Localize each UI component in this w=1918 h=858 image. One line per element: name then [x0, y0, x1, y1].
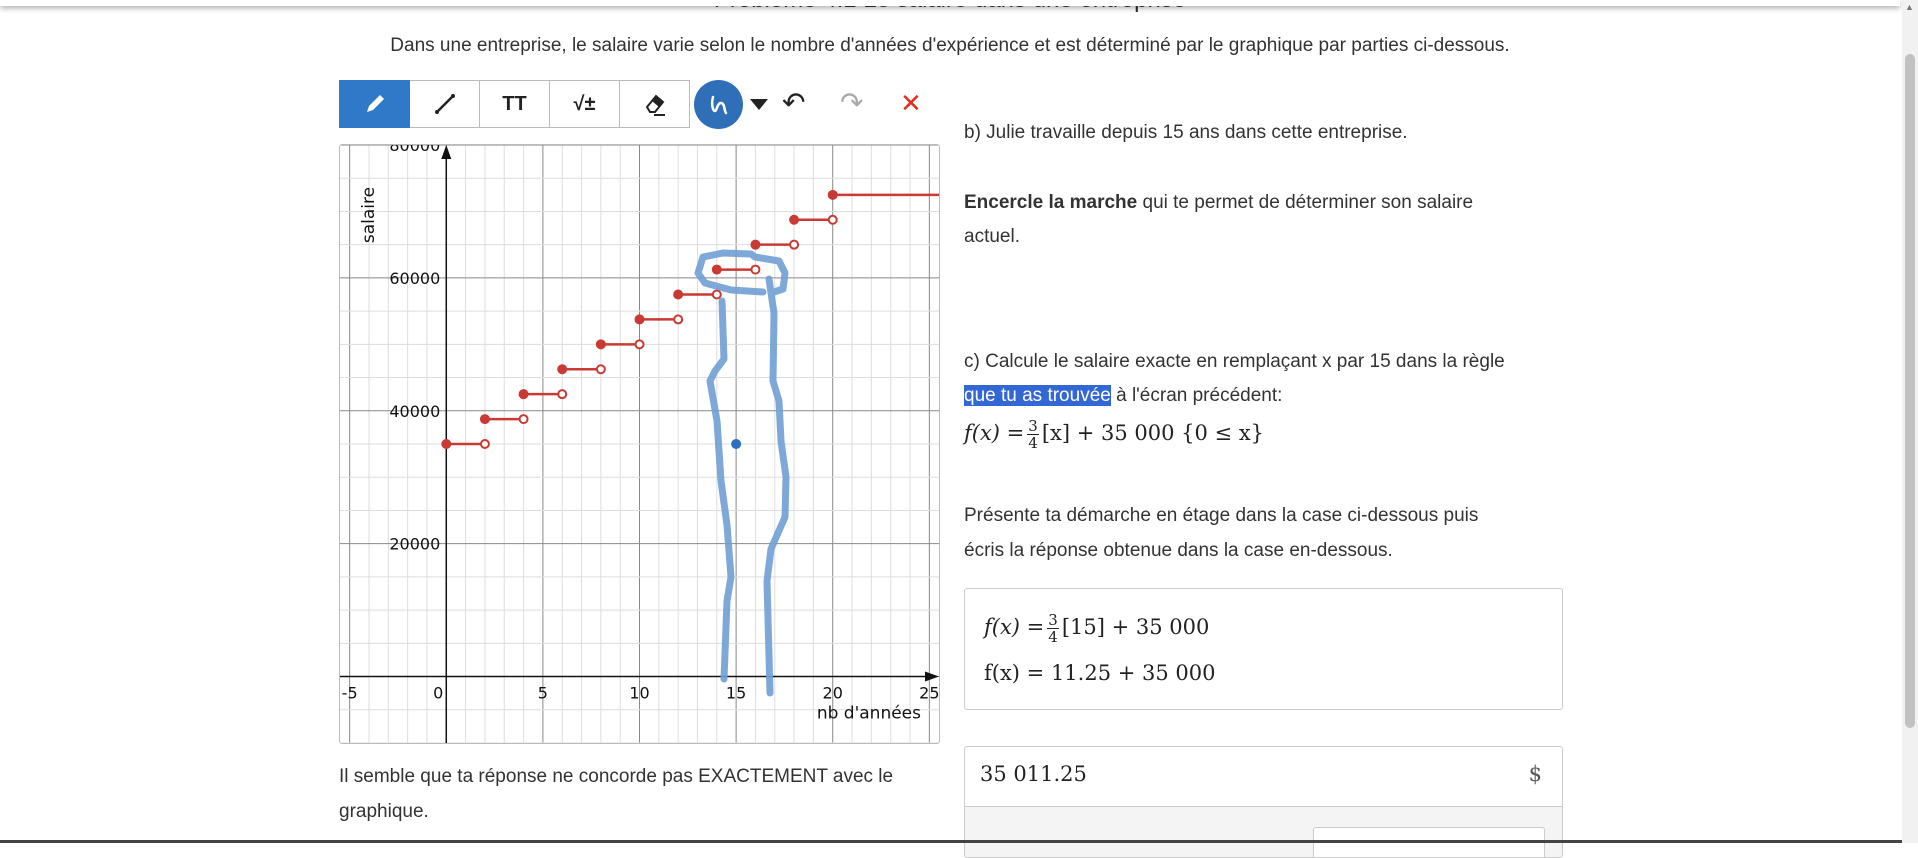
freehand-stroke	[706, 297, 735, 683]
pencil-icon	[366, 95, 384, 112]
open-endpoint	[789, 239, 800, 250]
closed-endpoint	[479, 414, 490, 425]
x-tick-label: 10	[629, 684, 649, 703]
question-b: b) Julie travaille depuis 15 ans dans ce…	[964, 122, 1408, 143]
caret-down-icon[interactable]	[750, 99, 768, 110]
redo-button[interactable]: ↷	[840, 87, 864, 118]
eraser-icon	[645, 94, 665, 116]
data-point	[731, 439, 742, 449]
pencil-tool-button[interactable]	[339, 80, 410, 128]
instruction-present-line2: écris la réponse obtenue dans la case en…	[964, 540, 1393, 561]
question-c: c) Calcule le salaire exacte en remplaça…	[964, 351, 1505, 372]
top-bar	[0, 0, 1900, 6]
instruction-encircle: Encercle la marche qui te permet de déte…	[964, 186, 1564, 220]
question-c-rest: à l'écran précédent:	[1110, 385, 1283, 406]
work-line-1-rest: [15] + 35 000	[1061, 615, 1210, 639]
feedback-line-1: Il semble que ta réponse ne concorde pas…	[339, 766, 894, 787]
rule-rest: [x] + 35 000 {0 ≤ x}	[1041, 421, 1265, 445]
y-tick-label: 80000	[389, 145, 440, 155]
work-line-1: f(x) = 3 4 [15] + 35 000	[984, 612, 1209, 645]
instruction-present: Présente ta démarche en étage dans la ca…	[964, 505, 1479, 526]
closed-endpoint	[673, 289, 684, 300]
x-tick-label: 0	[433, 684, 443, 703]
y-axis-label: salaire	[359, 187, 379, 243]
instruction-encircle-line2: actuel.	[964, 226, 1020, 247]
x-tick-label: 20	[823, 684, 843, 703]
open-endpoint	[750, 264, 761, 275]
window-bottom-edge	[0, 840, 1902, 843]
freehand-icon	[710, 95, 727, 114]
freehand-color-button[interactable]	[694, 80, 743, 129]
x-tick-label: -5	[342, 684, 358, 703]
closed-endpoint	[711, 264, 722, 275]
closed-endpoint	[557, 364, 568, 375]
drawing-toolbar: TT √±	[339, 80, 690, 128]
math-tool-button[interactable]: √±	[550, 80, 620, 128]
undo-button[interactable]: ↶	[782, 87, 806, 118]
fraction-numerator: 3	[1027, 417, 1039, 435]
fraction-denominator: 4	[1028, 434, 1038, 452]
scroll-up-arrow-icon[interactable]: ▲	[1905, 2, 1914, 12]
x-axis-arrow-icon	[925, 671, 939, 682]
work-input-box[interactable]: f(x) = 3 4 [15] + 35 000 f(x) = 11.25 + 35 …	[964, 588, 1563, 710]
eraser-tool-button[interactable]	[620, 80, 690, 128]
selected-text: que tu as trouvée	[964, 385, 1111, 406]
open-endpoint	[595, 364, 606, 375]
work-line-2: f(x) = 11.25 + 35 000	[984, 661, 1216, 685]
open-endpoint	[557, 389, 568, 400]
x-tick-label: 5	[538, 684, 548, 703]
answer-value[interactable]: 35 011.25	[980, 762, 1087, 786]
open-endpoint	[673, 314, 684, 325]
rule-lhs: f(x) =	[964, 421, 1025, 445]
line-icon	[434, 94, 455, 114]
dollar-unit: $	[1528, 762, 1542, 786]
fraction-numerator: 3	[1047, 611, 1059, 629]
open-endpoint	[518, 414, 529, 425]
instruction-rest: qui te permet de déterminer son salaire	[1137, 192, 1474, 213]
y-tick-label: 60000	[389, 269, 440, 288]
closed-endpoint	[827, 189, 838, 200]
closed-endpoint	[750, 239, 761, 250]
graph-panel[interactable]: -5 0 5 10 15 20 25 20000 40000 60000 80000 nb d'ann…	[339, 144, 940, 744]
scrollbar-thumb[interactable]	[1905, 54, 1915, 728]
y-tick-label: 40000	[389, 402, 440, 421]
rule-formula: f(x) = 3 4 [x] + 35 000 {0 ≤ x}	[964, 418, 1264, 451]
work-line-1-lhs: f(x) =	[984, 615, 1045, 639]
open-endpoint	[711, 289, 722, 300]
open-endpoint	[827, 214, 838, 225]
text-size-icon: TT	[502, 92, 527, 115]
closed-endpoint	[441, 439, 452, 449]
closed-endpoint	[789, 214, 800, 225]
open-endpoint	[479, 439, 490, 449]
x-tick-label: 25	[919, 684, 939, 703]
instruction-bold: Encercle la marche	[964, 192, 1138, 213]
math-icon: √±	[573, 92, 596, 115]
freehand-stroke	[694, 249, 790, 697]
closed-endpoint	[595, 339, 606, 350]
question-c-line2: que tu as trouvée à l'écran précédent:	[964, 379, 1564, 413]
x-tick-label: 15	[726, 684, 746, 703]
y-tick-label: 20000	[389, 535, 440, 554]
closed-endpoint	[518, 389, 529, 400]
text-tool-button[interactable]: TT	[480, 80, 550, 128]
feedback-line-2: graphique.	[339, 801, 429, 822]
y-axis-arrow-icon	[441, 145, 452, 159]
closed-endpoint	[634, 314, 645, 325]
open-endpoint	[634, 339, 645, 350]
line-tool-button[interactable]	[410, 80, 480, 128]
intro-text: Dans une entreprise, le salaire varie se…	[390, 35, 1510, 56]
fraction-denominator: 4	[1048, 628, 1058, 646]
clear-button[interactable]: ✕	[900, 88, 922, 118]
step-chart[interactable]: -5 0 5 10 15 20 25 20000 40000 60000 80000 nb d'ann…	[340, 145, 939, 743]
x-axis-label: nb d'années	[817, 704, 921, 724]
